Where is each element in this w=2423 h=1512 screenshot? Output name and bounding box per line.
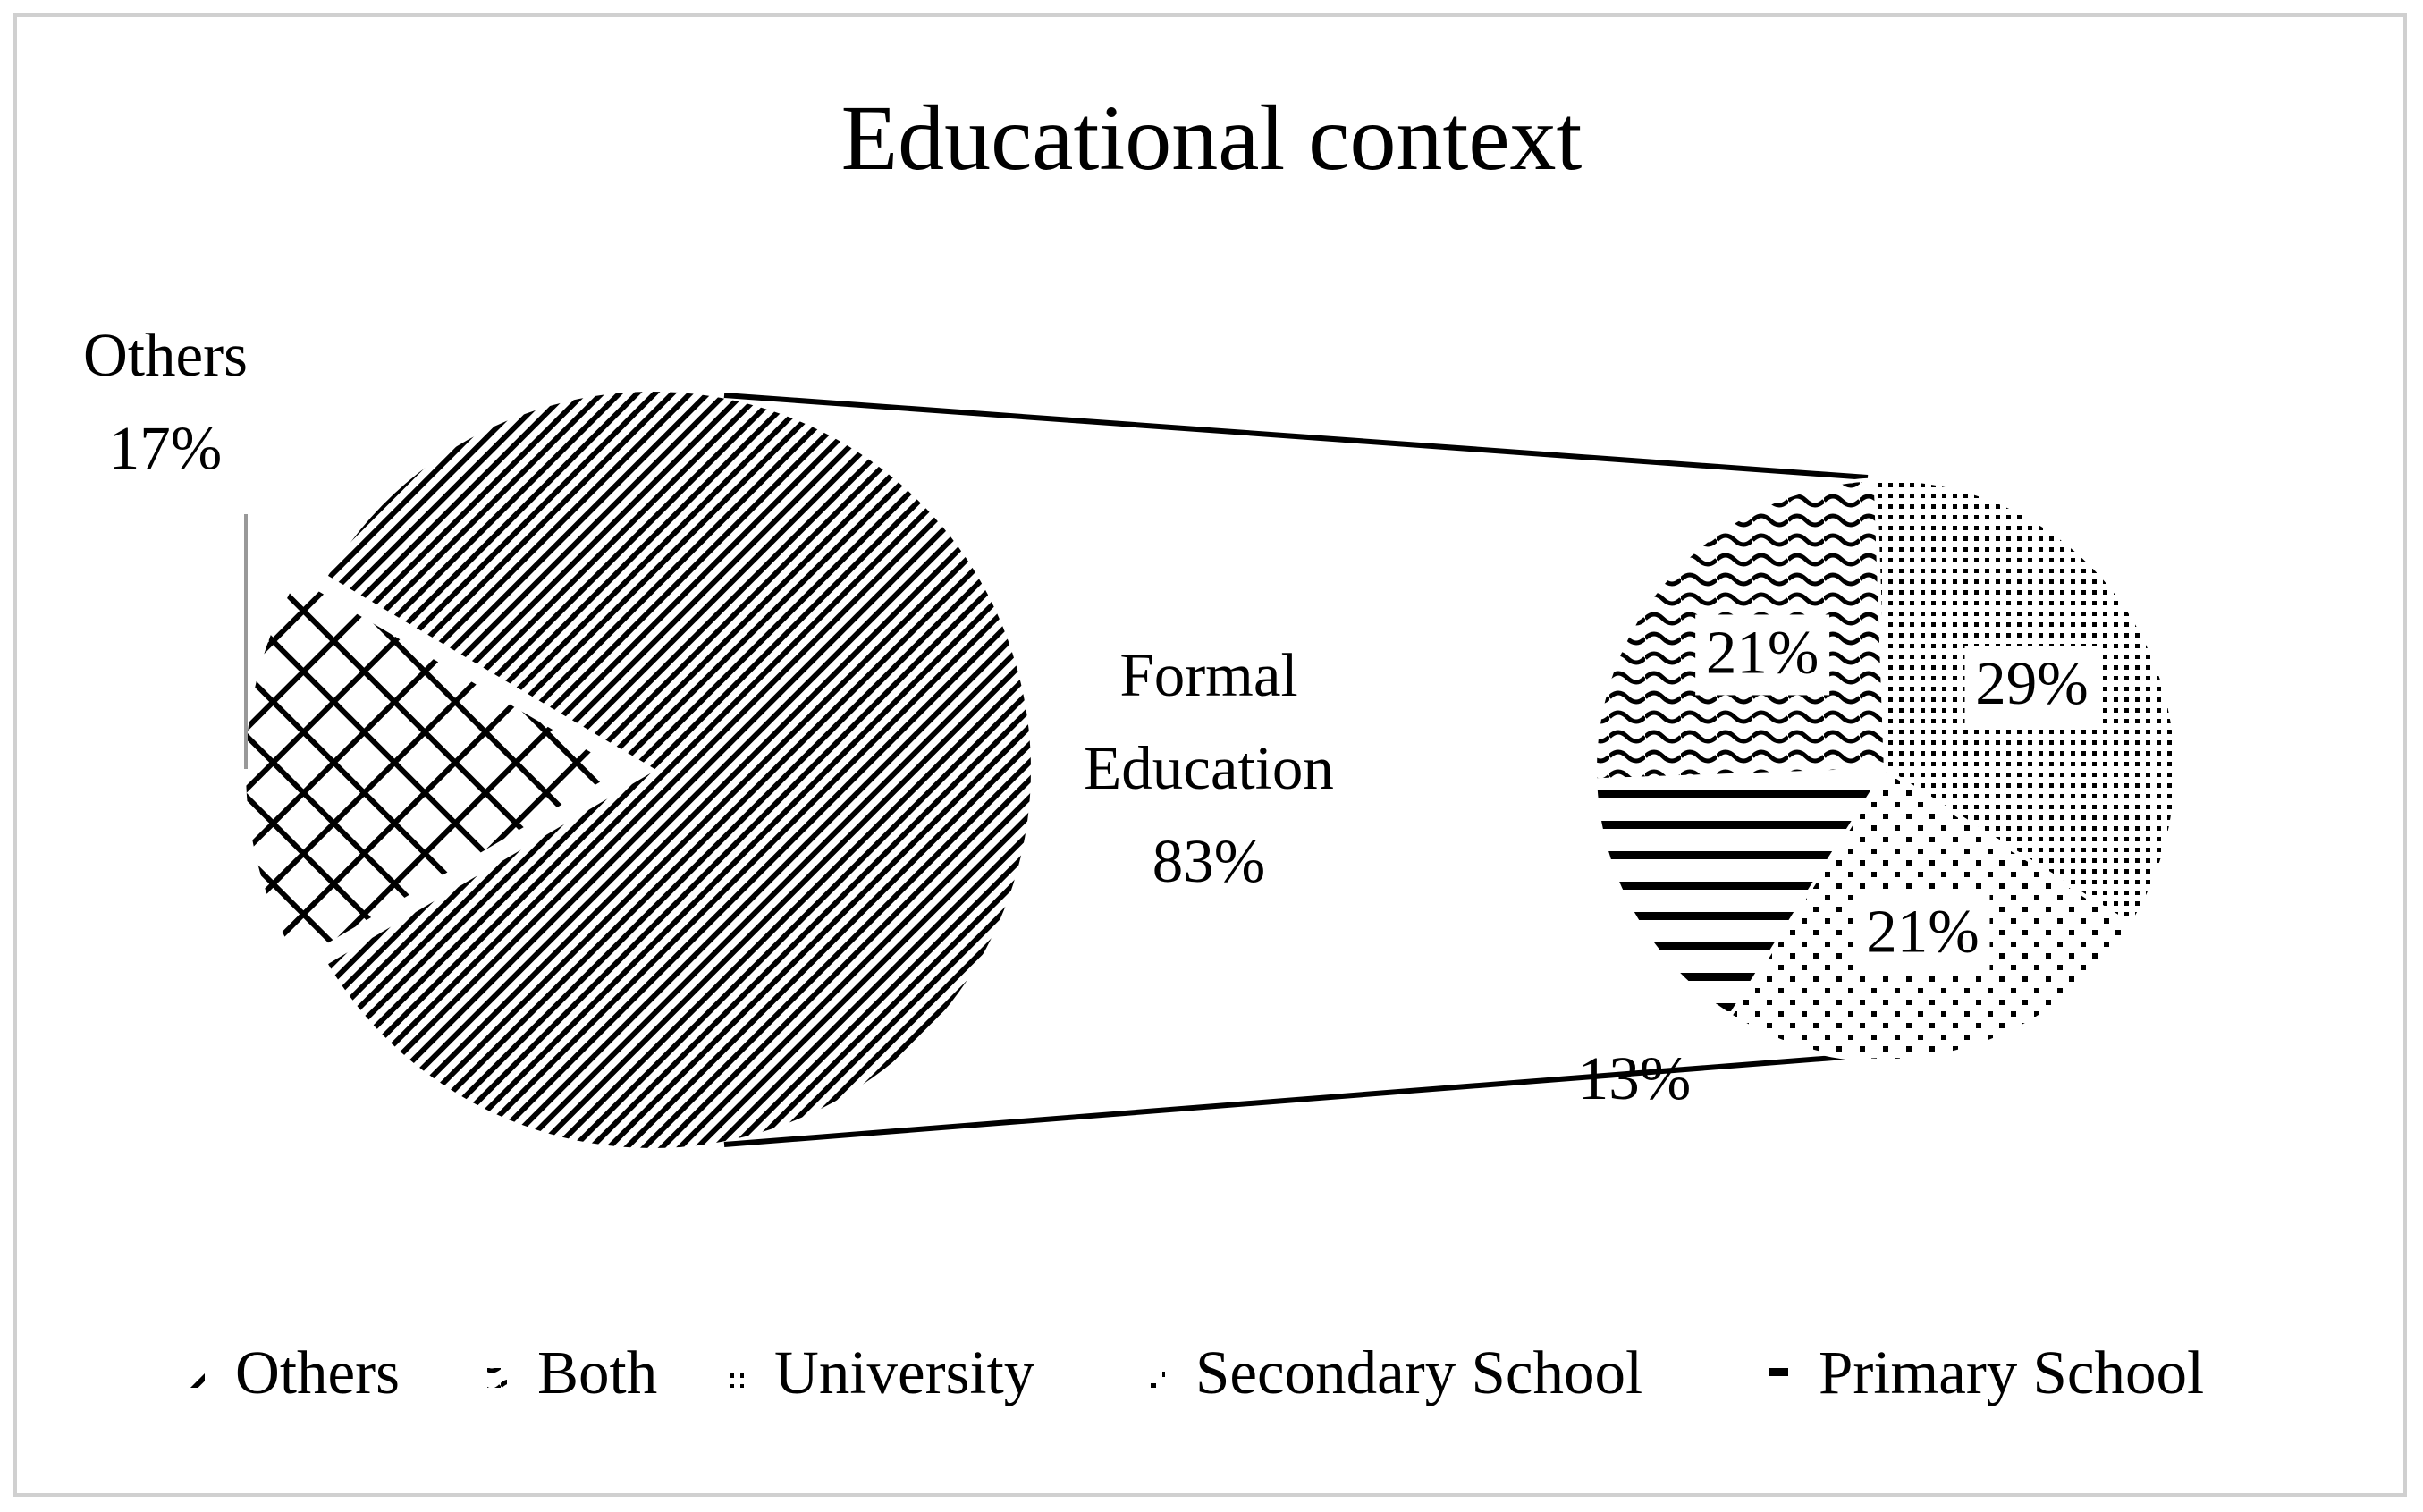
legend-swatch — [185, 1368, 205, 1388]
data-label: 29% — [1975, 649, 2088, 717]
legend-label: University — [774, 1339, 1035, 1406]
data-label-bg — [1695, 614, 1830, 696]
legend-swatch — [1145, 1368, 1165, 1388]
data-label: 17% — [109, 414, 222, 482]
legend-label: Primary School — [1819, 1339, 2204, 1406]
legend-swatch — [724, 1368, 744, 1388]
category-label: Others — [83, 321, 248, 389]
pie-slice — [323, 388, 1035, 1152]
data-label-bg — [1964, 646, 2099, 727]
legend-label: Both — [537, 1339, 657, 1406]
data-label: 21% — [1706, 618, 1819, 686]
data-label: 83% — [1152, 827, 1265, 895]
category-label: Formal Education — [1084, 641, 1334, 802]
data-label: 13% — [1578, 1044, 1691, 1112]
legend-label: Secondary School — [1195, 1339, 1642, 1406]
pie-slice — [242, 573, 628, 967]
data-label-bg — [1855, 893, 1990, 975]
connector-line — [723, 1052, 1869, 1147]
chart-title: Educational context — [841, 87, 1583, 190]
data-label: 21% — [1866, 898, 1979, 966]
connector-line — [723, 393, 1869, 480]
legend-swatch — [487, 1368, 507, 1388]
legend-swatch — [1769, 1368, 1788, 1388]
legend-label: Others — [235, 1339, 400, 1406]
pie-slice — [1593, 767, 1889, 1018]
